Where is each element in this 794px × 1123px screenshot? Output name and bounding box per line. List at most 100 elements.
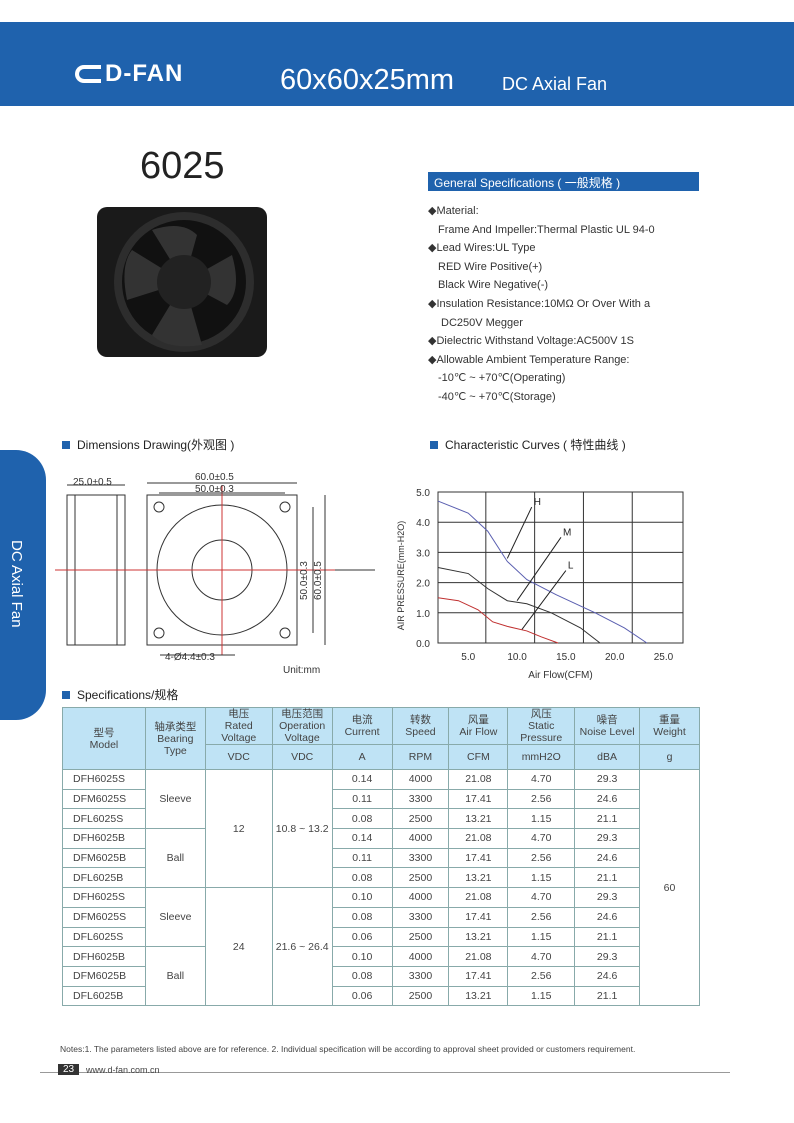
value-cell: 24.6: [574, 965, 641, 987]
y-axis-label: AIR PRESSURE(mm-H2O): [396, 521, 406, 631]
unit-header: dBA: [574, 744, 641, 770]
column-header: 型号 Model: [62, 707, 146, 770]
side-tab-label: DC Axial Fan: [8, 540, 25, 628]
table-row: DFH6025B Ball 0.14 4000 21.08 4.70 29.3: [62, 828, 700, 889]
x-axis-label: Air Flow(CFM): [528, 670, 592, 681]
model-cell: DFH6025B: [62, 828, 146, 849]
y-tick-label: 4.0: [416, 518, 430, 529]
value-cell: 0.14: [331, 769, 393, 790]
table-row: DFH6025S Sleeve 12 10.8 ~ 13.2 0.14 4000 21.08…: [62, 768, 700, 1007]
x-tick-label: 15.0: [556, 652, 576, 663]
x-tick-label: 10.0: [507, 652, 527, 663]
value-cell: 0.10: [331, 887, 393, 908]
value-cell: 1.15: [507, 808, 576, 830]
curve-L: [437, 597, 559, 644]
value-cell: 17.41: [448, 965, 509, 987]
header-band: [0, 22, 794, 106]
rated-voltage-cell: 24: [204, 887, 273, 1007]
value-cell: 0.08: [331, 867, 393, 889]
callout-arrow: [506, 506, 533, 559]
bearing-cell: Sleeve: [144, 768, 206, 830]
unit-header: CFM: [448, 744, 509, 770]
rated-voltage-cell: 12: [204, 768, 273, 889]
value-cell: 21.1: [574, 985, 641, 1007]
value-cell: 21.08: [448, 769, 509, 790]
model-cell: DFH6025B: [62, 946, 146, 967]
value-cell: 24.6: [574, 906, 641, 928]
model-number: 6025: [140, 145, 225, 187]
value-cell: 17.41: [448, 847, 509, 869]
value-cell: 29.3: [574, 887, 641, 908]
table-row: DFH6025S Sleeve 24 21.6 ~ 26.4 0.10 4000 21.08…: [62, 887, 700, 1007]
value-cell: 17.41: [448, 906, 509, 928]
value-cell: 13.21: [448, 985, 509, 1007]
value-cell: 21.1: [574, 867, 641, 889]
model-cell: DFM6025B: [62, 847, 146, 869]
spec-table-heading: Specifications/规格: [62, 686, 178, 703]
general-specs-list: ◆Material: Frame And Impeller:Thermal Pl…: [428, 205, 655, 403]
value-cell: 29.3: [574, 946, 641, 967]
y-tick-label: 2.0: [416, 579, 430, 590]
svg-text:60.0±0.5: 60.0±0.5: [195, 472, 234, 483]
table-row: DFM6025S 0.11 3300 17.41 2.56 24.6: [62, 788, 700, 810]
value-cell: 1.15: [507, 985, 576, 1007]
value-cell: 24.6: [574, 847, 641, 869]
unit-header: VDC: [271, 744, 333, 770]
value-cell: 4000: [391, 946, 450, 967]
value-cell: 0.14: [331, 828, 393, 849]
value-cell: 3300: [391, 965, 450, 987]
svg-text:4-Ø4.4±0.3: 4-Ø4.4±0.3: [165, 652, 215, 663]
value-cell: 2500: [391, 867, 450, 889]
value-cell: 2500: [391, 926, 450, 948]
bearing-cell: Ball: [144, 828, 206, 889]
side-tab: [0, 450, 46, 720]
svg-text:Unit:mm: Unit:mm: [283, 665, 320, 676]
value-cell: 21.1: [574, 926, 641, 948]
curve-M: [437, 567, 601, 644]
table-row: DFL6025S 0.08 2500 13.21 1.15 21.1: [62, 808, 700, 830]
table-row: DFM6025S 0.08 3300 17.41 2.56 24.6: [62, 906, 700, 928]
column-header: 轴承类型 Bearing Type: [144, 707, 206, 770]
notes: Notes:1. The parameters listed above are…: [60, 1044, 636, 1054]
value-cell: 13.21: [448, 926, 509, 948]
model-cell: DFM6025S: [62, 788, 146, 810]
value-cell: 21.1: [574, 808, 641, 830]
curve-H: [437, 500, 648, 644]
unit-header: RPM: [391, 744, 450, 770]
plot-frame: [437, 491, 684, 644]
value-cell: 0.08: [331, 965, 393, 987]
value-cell: 4000: [391, 769, 450, 790]
callout-arrow: [516, 537, 562, 602]
series-label: H: [534, 497, 541, 508]
value-cell: 13.21: [448, 867, 509, 889]
operation-voltage-cell: 10.8 ~ 13.2: [271, 768, 333, 889]
x-tick-label: 25.0: [654, 652, 674, 663]
operation-voltage-cell: 21.6 ~ 26.4: [271, 887, 333, 1007]
characteristic-curves-chart: 0.0 1.0 2.0 3.0 4.0 5.0 5.0 10.0 15.0 20.0 25.0 Air…: [396, 488, 684, 681]
curves-heading: Characteristic Curves ( 特性曲线 ): [430, 436, 626, 453]
value-cell: 4000: [391, 887, 450, 908]
table-row: DFM6025B 0.11 3300 17.41 2.56 24.6: [62, 847, 700, 869]
value-cell: 1.15: [507, 926, 576, 948]
svg-text:50.0±0.3: 50.0±0.3: [195, 484, 234, 495]
value-cell: 0.06: [331, 926, 393, 948]
value-cell: 21.08: [448, 946, 509, 967]
spec-table: 型号 Model 轴承类型 Bearing Type 电压 Rated Voltage 电压…: [62, 707, 700, 1007]
website-link[interactable]: www.d-fan.com.cn: [86, 1065, 160, 1075]
value-cell: 0.10: [331, 946, 393, 967]
value-cell: 24.6: [574, 788, 641, 810]
column-header: 风压 Static Pressure: [507, 707, 576, 745]
column-header: 噪音 Noise Level: [574, 707, 641, 745]
y-tick-label: 5.0: [416, 488, 430, 499]
value-cell: 4.70: [507, 769, 576, 790]
model-cell: DFH6025S: [62, 887, 146, 908]
table-row: DFH6025B Ball 0.10 4000 21.08 4.70 29.3: [62, 946, 700, 1007]
dimensions-heading: Dimensions Drawing(外观图 ): [62, 436, 234, 453]
x-tick-label: 5.0: [461, 652, 475, 663]
value-cell: 0.08: [331, 906, 393, 928]
value-cell: 2.56: [507, 906, 576, 928]
table-row: DFL6025B 0.08 2500 13.21 1.15 21.1: [62, 867, 700, 889]
value-cell: 4.70: [507, 887, 576, 908]
model-cell: DFM6025S: [62, 906, 146, 928]
value-cell: 29.3: [574, 828, 641, 849]
